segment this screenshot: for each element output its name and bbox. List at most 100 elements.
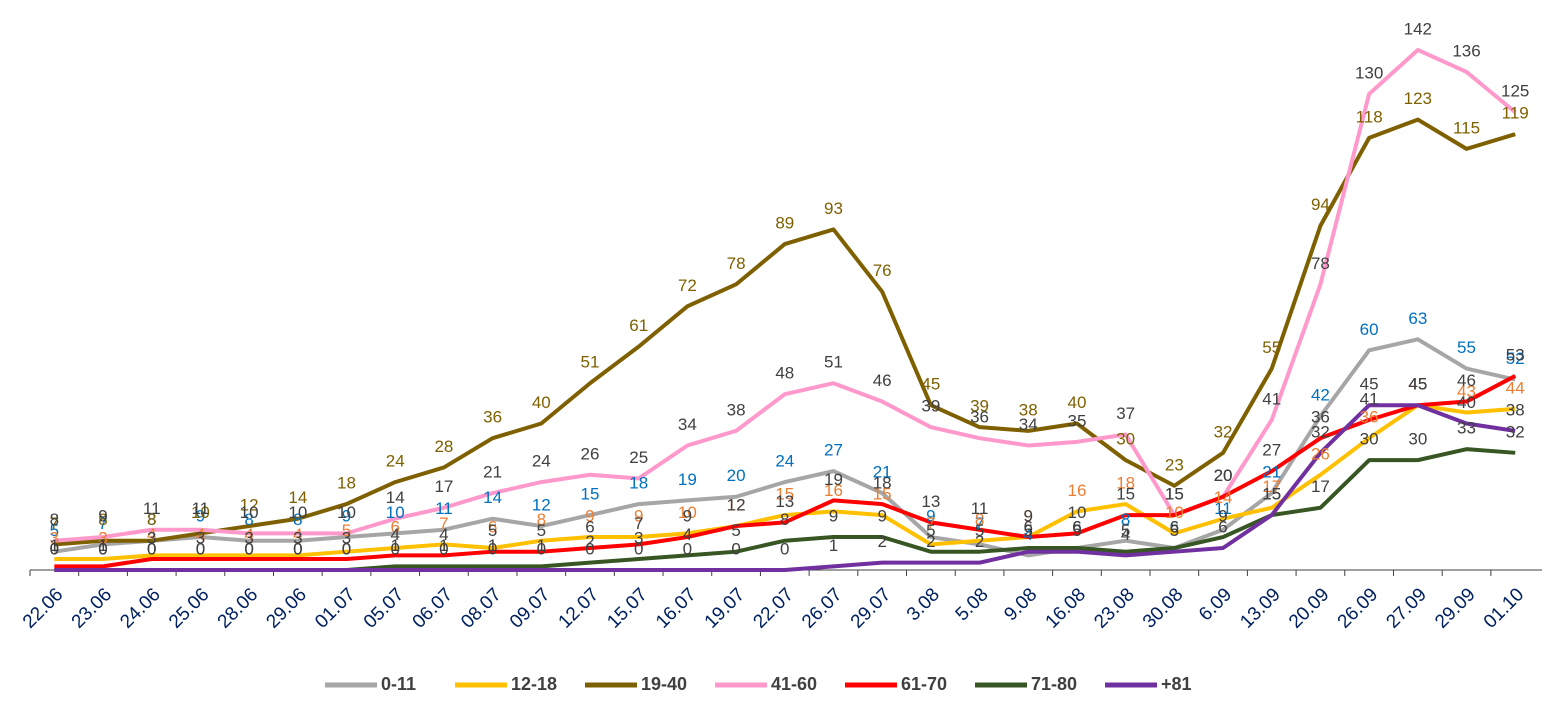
x-tick-label: 28.06 [214, 584, 262, 632]
x-tick-label: 3.08 [903, 584, 944, 625]
data-label: 7 [975, 514, 984, 533]
data-label: 12 [727, 496, 746, 515]
data-label: 24 [775, 452, 794, 471]
data-label: 16 [824, 481, 843, 500]
data-label: 36 [970, 408, 989, 427]
data-label: 2 [926, 532, 935, 551]
data-label: 32 [1506, 422, 1525, 441]
data-label: 8 [147, 510, 156, 529]
data-label: 125 [1501, 82, 1529, 101]
data-label: 45 [1408, 375, 1427, 394]
data-label: 38 [1506, 400, 1525, 419]
data-label: 10 [240, 503, 259, 522]
data-label: 0 [439, 539, 448, 558]
data-label: 42 [1311, 386, 1330, 405]
data-label: 11 [143, 499, 161, 518]
data-label: 3 [196, 528, 205, 547]
data-label: 10 [337, 503, 356, 522]
data-label: 21 [483, 463, 502, 482]
data-label: 40 [1067, 393, 1086, 412]
data-label: 0 [634, 539, 643, 558]
x-tick-label: 5.08 [952, 584, 993, 625]
data-label: 9 [1024, 507, 1033, 526]
data-label: 8 [537, 510, 546, 529]
data-label: 23 [1165, 455, 1184, 474]
legend-label: 12-18 [511, 674, 557, 694]
data-label: 0 [780, 539, 789, 558]
data-label: 15 [1262, 485, 1281, 504]
data-label: 41 [1360, 389, 1379, 408]
data-label: 20 [727, 466, 746, 485]
data-label: 0 [147, 539, 156, 558]
data-label: 27 [1262, 441, 1281, 460]
data-label: 6 [1170, 518, 1179, 537]
series-line [54, 117, 1516, 547]
data-label: 19 [678, 470, 697, 489]
data-label: 34 [1019, 415, 1038, 434]
data-label: 15 [1116, 485, 1135, 504]
data-label: 37 [1116, 404, 1135, 423]
data-label: 6 [1072, 518, 1081, 537]
data-label: 0 [98, 539, 107, 558]
data-label: 78 [727, 254, 746, 273]
data-label: 2 [975, 532, 984, 551]
data-label: 0 [196, 539, 205, 558]
data-label: 4 [1024, 525, 1033, 544]
data-label: 6 [390, 518, 399, 537]
data-label: 0 [731, 539, 740, 558]
data-label: 93 [824, 199, 843, 218]
data-label: 19 [824, 470, 843, 489]
series-line [54, 337, 1516, 558]
data-label: 10 [678, 503, 697, 522]
data-label: 18 [873, 474, 892, 493]
data-label: 78 [1311, 254, 1330, 273]
data-label: 9 [98, 507, 107, 526]
data-label: 8 [293, 510, 302, 529]
data-label: 6 [1072, 518, 1081, 537]
data-label: 20 [1214, 466, 1233, 485]
data-label: 2 [877, 532, 886, 551]
data-label: 14 [1214, 488, 1233, 507]
data-label: 1 [829, 536, 838, 555]
x-tick-label: 27.09 [1382, 584, 1430, 632]
data-label: 0 [342, 539, 351, 558]
data-label: 7 [50, 514, 59, 533]
x-tick-label: 13.09 [1236, 584, 1284, 632]
data-label: 39 [921, 397, 940, 416]
data-label: 51 [824, 353, 843, 372]
x-tick-label: 22.06 [19, 584, 67, 632]
data-label: 6 [1170, 518, 1179, 537]
data-label: 0 [488, 539, 497, 558]
x-tick-label: 19.07 [701, 584, 749, 632]
data-label: 0 [342, 539, 351, 558]
data-label: 4 [293, 525, 302, 544]
data-label: 12 [240, 496, 259, 515]
data-label: 44 [1506, 378, 1525, 397]
data-label: 55 [1262, 338, 1281, 357]
data-label: 7 [98, 514, 107, 533]
data-label: 8 [50, 510, 59, 529]
data-label: 38 [727, 400, 746, 419]
data-label: 36 [1360, 408, 1379, 427]
data-label: 11 [971, 499, 989, 518]
data-label: 4 [390, 525, 399, 544]
data-label: 118 [1356, 107, 1383, 126]
data-label: 2 [585, 532, 594, 551]
data-label: 15 [873, 485, 892, 504]
data-label: 4 [683, 525, 692, 544]
data-label: 5 [926, 521, 935, 540]
data-label: 36 [483, 408, 502, 427]
legend-label: 61-70 [901, 674, 947, 694]
data-label: 5 [537, 521, 546, 540]
x-tick-label: 29.09 [1431, 584, 1479, 632]
data-label: 18 [337, 474, 356, 493]
x-tick-label: 26.07 [798, 584, 846, 632]
x-tick-label: 12.07 [555, 584, 603, 632]
data-label: 0 [50, 539, 59, 558]
data-label: 142 [1404, 19, 1432, 38]
data-label: 76 [873, 261, 892, 280]
x-tick-label: 6.09 [1195, 584, 1236, 625]
data-label: 34 [678, 415, 697, 434]
data-label: 45 [1408, 375, 1427, 394]
